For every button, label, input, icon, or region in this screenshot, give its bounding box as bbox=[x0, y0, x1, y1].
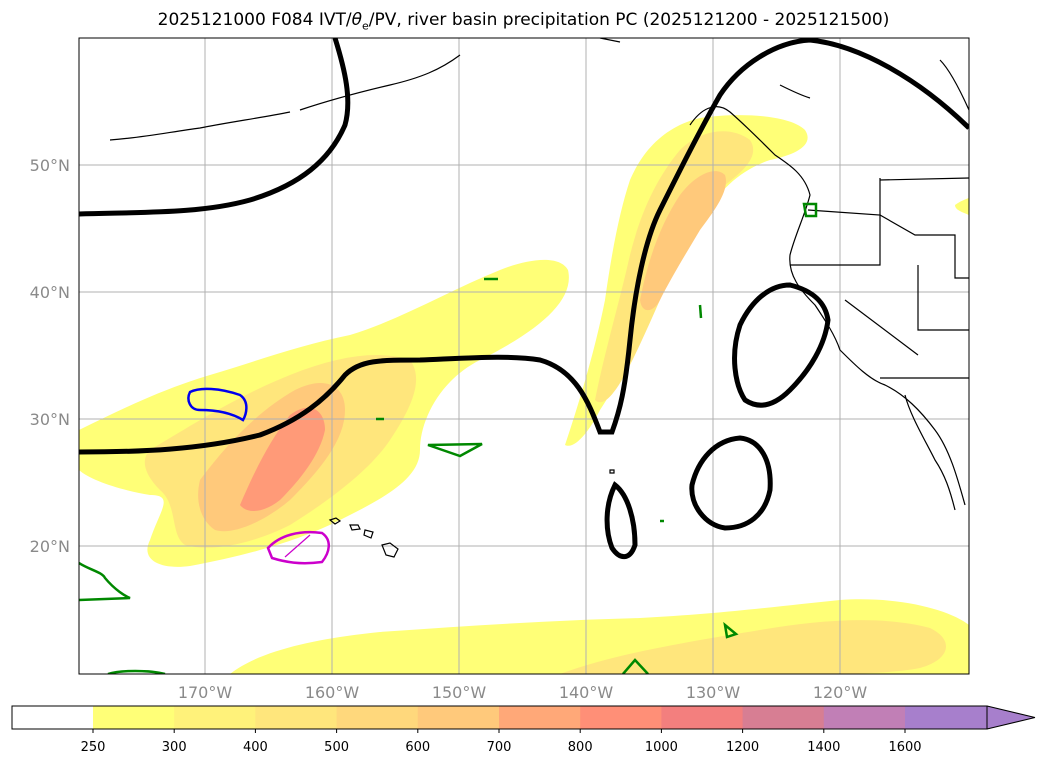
colorbar: 250 300 400 500 600 700 800 1000 1200 1400 1600 bbox=[11, 705, 1036, 755]
lon-label-120w: 120°W bbox=[813, 683, 868, 702]
green-contour-8 bbox=[698, 304, 703, 319]
green-contour-2 bbox=[79, 561, 131, 602]
magenta-contour bbox=[266, 531, 330, 565]
colorbar-tick-label: 300 bbox=[162, 740, 187, 755]
colorbar-tick-label: 400 bbox=[243, 740, 268, 755]
lon-label-130w: 130°W bbox=[686, 683, 741, 702]
colorbar-cell bbox=[742, 706, 825, 729]
colorbar-cell bbox=[93, 706, 175, 729]
colorbar-tick-label: 1200 bbox=[726, 740, 759, 755]
colorbar-tick-label: 1400 bbox=[807, 740, 840, 755]
green-contour-6 bbox=[802, 202, 818, 218]
map-title: 2025121000 F084 IVT/θe/PV, river basin p… bbox=[157, 10, 890, 33]
colorbar-cell bbox=[336, 706, 419, 729]
lat-label-40: 40°N bbox=[30, 283, 70, 302]
lon-label-170w: 170°W bbox=[178, 683, 233, 702]
green-contour-1 bbox=[427, 442, 483, 458]
colorbar-tick-label: 1600 bbox=[888, 740, 921, 755]
lat-label-30: 30°N bbox=[30, 410, 70, 429]
green-contour-5 bbox=[723, 621, 739, 639]
pv-contours bbox=[79, 38, 969, 560]
colorbar-tick-label: 500 bbox=[324, 740, 349, 755]
lat-labels: 50°N 40°N 30°N 20°N bbox=[30, 156, 70, 556]
colorbar-tick-label: 1000 bbox=[645, 740, 678, 755]
colorbar-cell bbox=[905, 706, 987, 729]
colorbar-tick-label: 600 bbox=[405, 740, 430, 755]
green-contour-4 bbox=[622, 658, 649, 674]
lon-label-150w: 150°W bbox=[432, 683, 487, 702]
blue-contour bbox=[187, 387, 248, 422]
colorbar-cell bbox=[417, 706, 500, 729]
ivt-plume-central bbox=[79, 259, 569, 567]
ivt-band-south bbox=[230, 198, 969, 674]
lon-label-140w: 140°W bbox=[559, 683, 614, 702]
colorbar-cell bbox=[580, 706, 662, 729]
magenta-contour-inner bbox=[284, 534, 311, 558]
lon-labels: 170°W 160°W 150°W 140°W 130°W 120°W bbox=[178, 683, 868, 702]
colorbar-under bbox=[12, 706, 93, 729]
green-contour-3 bbox=[107, 669, 166, 674]
colorbar-cell bbox=[823, 706, 906, 729]
lon-label-160w: 160°W bbox=[305, 683, 360, 702]
colorbar-tick-label: 700 bbox=[487, 740, 512, 755]
colorbar-cell bbox=[255, 706, 338, 729]
colorbar-cell bbox=[499, 706, 581, 729]
colorbar-cell bbox=[661, 706, 744, 729]
lat-label-20: 20°N bbox=[30, 537, 70, 556]
colorbar-extend-arrow bbox=[987, 706, 1035, 729]
colorbar-tick-label: 800 bbox=[568, 740, 593, 755]
map-frame bbox=[78, 37, 970, 675]
hawaii-islands bbox=[328, 469, 615, 558]
lat-label-50: 50°N bbox=[30, 156, 70, 175]
colorbar-cell bbox=[174, 706, 256, 729]
colorbar-tick-label: 250 bbox=[81, 740, 106, 755]
